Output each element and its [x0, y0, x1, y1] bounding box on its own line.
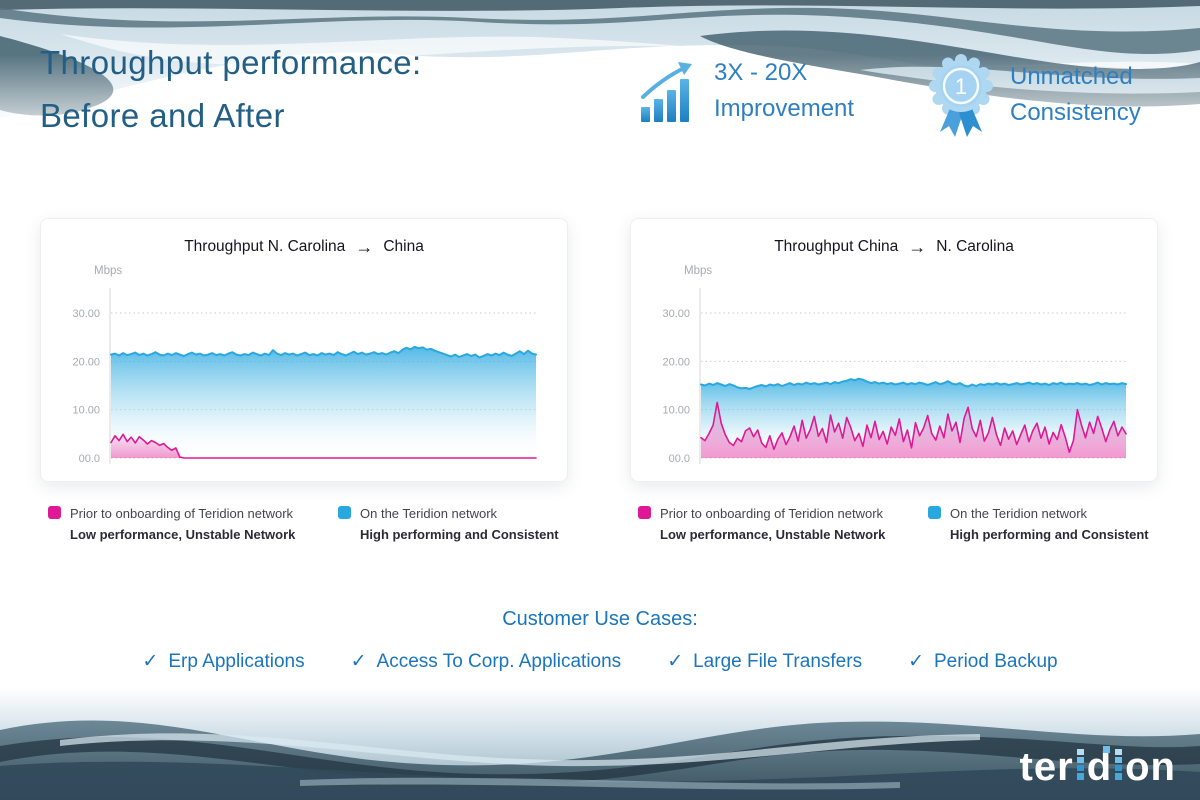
legend-sublabel: Low performance, Unstable Network — [660, 527, 886, 542]
use-cases-heading: Customer Use Cases: — [502, 608, 698, 630]
legend-sublabel: High performing and Consistent — [950, 527, 1149, 542]
legend-swatch-blue — [338, 506, 351, 519]
chart-title: Throughput N. Carolina → China — [41, 236, 567, 258]
check-icon: ✓ — [667, 651, 684, 672]
check-icon: ✓ — [350, 651, 367, 672]
logo-text-d: d — [1086, 745, 1113, 789]
stat-consistency-line2: Consistency — [1010, 99, 1141, 126]
stat-improvement-text: 3X - 20X Improvement — [714, 55, 854, 127]
y-tick-label: 20.00 — [662, 356, 690, 368]
logo-i-segments-icon — [1076, 749, 1084, 780]
legend-label: On the Teridion network — [360, 506, 498, 521]
use-case-label: Large File Transfers — [693, 650, 863, 672]
use-cases-row: ✓ Erp Applications ✓ Access To Corp. App… — [0, 650, 1200, 673]
chart-title-to: China — [383, 238, 424, 255]
teridion-series-line — [110, 345, 537, 359]
badge-number: 1 — [955, 74, 967, 99]
chart-section-nc-to-china: Throughput N. Carolina → China Mbps 30.00… — [40, 218, 568, 545]
legend-swatch-blue — [928, 506, 941, 519]
prior-series-line — [700, 401, 1127, 453]
stat-consistency-text: Unmatched Consistency — [1010, 59, 1141, 131]
award-ribbon-icon: 1 — [929, 54, 993, 137]
legend-swatch-pink — [638, 506, 651, 519]
use-case-erp: ✓ Erp Applications — [142, 650, 304, 673]
check-icon: ✓ — [908, 651, 924, 672]
logo-i-segments-icon — [1115, 749, 1123, 780]
logo-text-ter: ter — [1019, 745, 1074, 789]
chart-svg: Mbps 30.00 20.00 10.00 00.0 — [662, 265, 1127, 465]
stat-improvement-line2: Improvement — [714, 95, 855, 122]
stat-consistency: 1 Unmatched Consistency — [928, 50, 1141, 140]
stat-improvement-line1: 3X - 20X — [714, 59, 808, 86]
teridion-series-line — [700, 377, 1127, 390]
chart-title-from: Throughput China — [774, 238, 899, 255]
chart-svg: Mbps 30.00 20.00 10.00 00.0 — [72, 265, 537, 465]
legend-item-teridion: On the Teridion network High performing … — [338, 503, 559, 545]
arrow-right-icon: → — [355, 236, 374, 257]
y-tick-label: 20.00 — [72, 356, 100, 368]
y-axis-unit-label: Mbps — [684, 265, 712, 277]
prior-series-area — [111, 434, 536, 458]
stat-improvement: 3X - 20X Improvement — [640, 55, 854, 127]
bottom-water-wave-graphic — [0, 688, 1200, 800]
chart-legend: Prior to onboarding of Teridion network … — [630, 503, 1158, 545]
y-tick-label: 00.0 — [79, 453, 100, 465]
chart-plot-area: Mbps 30.00 20.00 10.00 00.0 — [644, 258, 1144, 470]
use-case-label: Erp Applications — [168, 650, 305, 672]
legend-sublabel: High performing and Consistent — [360, 527, 559, 542]
page-title-line2: Before and After — [40, 97, 285, 134]
legend-item-prior: Prior to onboarding of Teridion network … — [48, 503, 338, 545]
arrow-right-icon: → — [908, 236, 927, 257]
use-case-period-backup: ✓ Period Backup — [908, 650, 1058, 673]
chart-card: Throughput China → N. Carolina Mbps 30.00… — [630, 218, 1158, 482]
teridion-series-area — [111, 346, 536, 458]
y-axis-unit-label: Mbps — [94, 265, 122, 277]
logo-d-cap-icon — [1103, 746, 1111, 753]
legend-sublabel: Low performance, Unstable Network — [70, 527, 296, 542]
logo-text-on: on — [1125, 745, 1176, 789]
page-title-line1: Throughput performance: — [40, 44, 422, 81]
page-title: Throughput performance: Before and After — [40, 36, 422, 142]
legend-swatch-pink — [48, 506, 61, 519]
use-case-corp-apps: ✓ Access To Corp. Applications — [351, 650, 622, 673]
check-icon: ✓ — [142, 651, 159, 672]
y-tick-label: 10.00 — [662, 405, 690, 417]
y-tick-label: 30.00 — [72, 308, 100, 320]
chart-title: Throughput China → N. Carolina — [631, 236, 1157, 258]
y-tick-label: 00.0 — [669, 453, 690, 465]
use-case-file-transfers: ✓ Large File Transfers — [667, 650, 862, 673]
chart-plot-area: Mbps 30.00 20.00 10.00 00.0 — [54, 258, 554, 470]
growth-bars-icon — [641, 62, 692, 122]
use-case-label: Access To Corp. Applications — [376, 650, 622, 672]
use-case-label: Period Backup — [934, 650, 1058, 672]
chart-section-china-to-nc: Throughput China → N. Carolina Mbps 30.00… — [630, 218, 1158, 545]
teridion-logo: ter d on — [1020, 745, 1176, 790]
legend-label: Prior to onboarding of Teridion network — [660, 506, 884, 521]
stat-consistency-line1: Unmatched — [1010, 63, 1133, 90]
legend-item-prior: Prior to onboarding of Teridion network … — [638, 503, 928, 545]
chart-card: Throughput N. Carolina → China Mbps 30.00… — [40, 218, 568, 482]
legend-label: Prior to onboarding of Teridion network — [70, 506, 294, 521]
legend-label: On the Teridion network — [950, 506, 1088, 521]
y-tick-label: 10.00 — [72, 405, 100, 417]
y-tick-label: 30.00 — [662, 308, 690, 320]
chart-title-to: N. Carolina — [936, 238, 1014, 255]
prior-series-area — [701, 402, 1126, 458]
chart-legend: Prior to onboarding of Teridion network … — [40, 503, 568, 545]
legend-item-teridion: On the Teridion network High performing … — [928, 503, 1149, 545]
chart-title-from: Throughput N. Carolina — [184, 238, 346, 255]
prior-series-line — [110, 433, 537, 459]
